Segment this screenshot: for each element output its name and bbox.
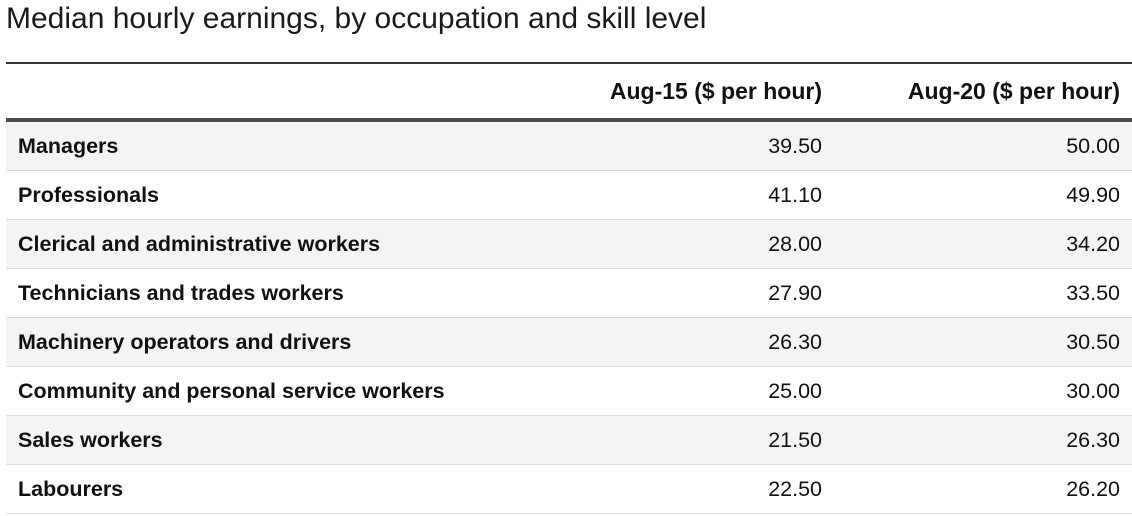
- earnings-table: Aug-15 ($ per hour) Aug-20 ($ per hour) …: [6, 62, 1132, 514]
- table-row: Managers 39.50 50.00: [6, 120, 1132, 171]
- cell-aug-20: 33.50: [834, 268, 1132, 318]
- table-row: Sales workers 21.50 26.30: [6, 415, 1132, 465]
- table-row: Labourers 22.50 26.20: [6, 464, 1132, 514]
- table-body: Managers 39.50 50.00 Professionals 41.10 49.9…: [6, 120, 1132, 514]
- cell-aug-15: 39.50: [572, 120, 834, 171]
- cell-aug-20: 26.20: [834, 464, 1132, 514]
- table-row: Community and personal service workers 25…: [6, 366, 1132, 416]
- row-label: Managers: [6, 120, 572, 171]
- cell-aug-15: 22.50: [572, 464, 834, 514]
- row-label: Sales workers: [6, 415, 572, 465]
- cell-aug-15: 21.50: [572, 415, 834, 465]
- cell-aug-20: 30.00: [834, 366, 1132, 416]
- table-row: Machinery operators and drivers 26.30 30.5…: [6, 317, 1132, 367]
- table-row: Clerical and administrative workers 28.00…: [6, 219, 1132, 269]
- cell-aug-20: 30.50: [834, 317, 1132, 367]
- header-row: Aug-15 ($ per hour) Aug-20 ($ per hour): [6, 63, 1132, 122]
- column-header-aug-20: Aug-20 ($ per hour): [834, 63, 1132, 122]
- cell-aug-15: 25.00: [572, 366, 834, 416]
- row-label: Labourers: [6, 464, 572, 514]
- cell-aug-15: 28.00: [572, 219, 834, 269]
- row-label: Community and personal service workers: [6, 366, 572, 416]
- row-label: Machinery operators and drivers: [6, 317, 572, 367]
- cell-aug-20: 50.00: [834, 120, 1132, 171]
- table-row: Professionals 41.10 49.90: [6, 170, 1132, 220]
- column-header-aug-15: Aug-15 ($ per hour): [572, 63, 834, 122]
- row-label: Technicians and trades workers: [6, 268, 572, 318]
- row-label: Professionals: [6, 170, 572, 220]
- row-label: Clerical and administrative workers: [6, 219, 572, 269]
- cell-aug-15: 41.10: [572, 170, 834, 220]
- table-row: Technicians and trades workers 27.90 33.50: [6, 268, 1132, 318]
- cell-aug-15: 27.90: [572, 268, 834, 318]
- cell-aug-20: 49.90: [834, 170, 1132, 220]
- column-header-occupation: [6, 63, 572, 122]
- cell-aug-20: 26.30: [834, 415, 1132, 465]
- cell-aug-15: 26.30: [572, 317, 834, 367]
- table-title: Median hourly earnings, by occupation an…: [6, 2, 707, 35]
- cell-aug-20: 34.20: [834, 219, 1132, 269]
